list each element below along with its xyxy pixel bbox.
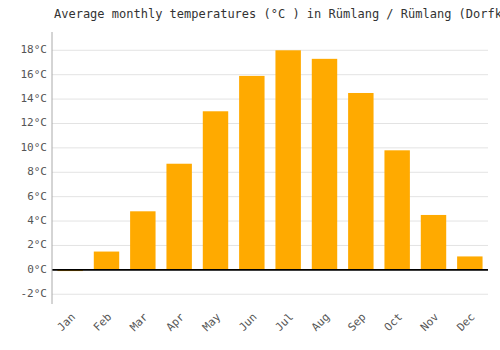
bar (239, 76, 264, 270)
x-tick-label: Feb (91, 311, 114, 334)
x-tick-label: Jan (55, 311, 78, 334)
y-tick-label: 14°C (21, 92, 48, 105)
y-tick-label: 18°C (21, 43, 48, 56)
x-tick-label: Mar (127, 310, 151, 334)
bar (166, 164, 191, 270)
y-tick-label: 16°C (21, 68, 48, 81)
grid-line (52, 294, 488, 295)
x-tick-label: Sep (345, 311, 368, 334)
y-tick-label: -2°C (21, 287, 48, 300)
chart: Average monthly temperatures (°C ) in Rü… (0, 0, 500, 350)
x-tick-label: Aug (309, 311, 332, 334)
bar (94, 252, 119, 270)
grid-line (52, 172, 488, 173)
y-axis (52, 32, 53, 304)
y-tick-label: 10°C (21, 141, 48, 154)
grid-line (52, 123, 488, 124)
bar (130, 211, 155, 270)
x-tick-label: Apr (164, 310, 188, 334)
grid-line (52, 74, 488, 75)
bar (457, 256, 482, 269)
grid-line (52, 196, 488, 197)
bars (57, 50, 482, 271)
grid-line (52, 50, 488, 51)
x-tick-label: Jul (273, 311, 296, 334)
grid-line (52, 269, 488, 270)
x-tick-label: Nov (418, 310, 442, 334)
title: Average monthly temperatures (°C ) in Rü… (54, 7, 500, 21)
bar (348, 93, 373, 270)
bar (421, 215, 446, 270)
y-tick-label: 6°C (27, 190, 47, 203)
bar (312, 59, 337, 270)
bar (384, 150, 409, 270)
bar (275, 50, 300, 270)
y-tick-label: 12°C (21, 116, 48, 129)
grid-line (52, 99, 488, 100)
y-tick-label: 0°C (27, 263, 47, 276)
y-tick-label: 2°C (27, 238, 47, 251)
x-tick-label: Oct (382, 311, 405, 334)
x-tick-label: Dec (454, 311, 477, 334)
x-tick-label: May (200, 310, 224, 334)
y-tick-label: 8°C (27, 165, 47, 178)
zero-line (52, 269, 488, 271)
grid (52, 50, 488, 294)
x-tick-label: Jun (236, 311, 259, 334)
bar (203, 111, 228, 270)
grid-line (52, 147, 488, 148)
y-tick-label: 4°C (27, 214, 47, 227)
